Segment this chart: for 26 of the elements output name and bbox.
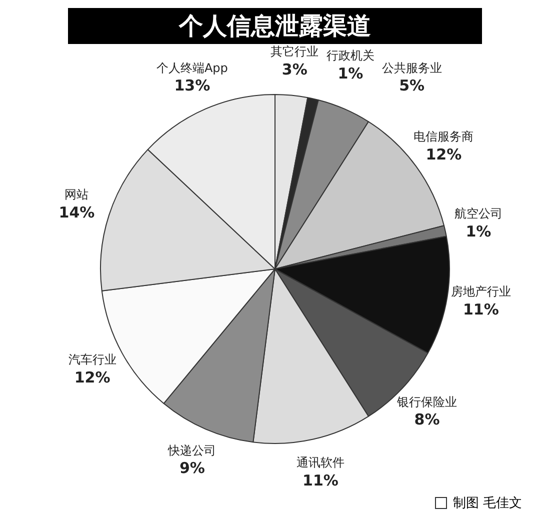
data-label: 13%	[174, 76, 210, 95]
slice-label: 个人终端App	[156, 60, 228, 75]
data-label: 11%	[462, 300, 499, 319]
text: 制图 毛佳文	[452, 495, 522, 512]
slice-label: 航空公司	[454, 206, 502, 221]
data-label: 1%	[338, 64, 364, 82]
slice-label: 公共服务业	[382, 60, 442, 75]
data-label: 8%	[414, 410, 440, 429]
slice-label: 网站	[64, 188, 89, 202]
slice-label: 银行保险业	[396, 394, 457, 409]
slice-label: 电信服务商	[414, 130, 474, 144]
slice-label: 通讯软件	[296, 456, 344, 470]
slice-label: 行政机关	[326, 48, 374, 63]
data-label: 11%	[302, 471, 338, 490]
data-label: 3%	[282, 60, 308, 78]
data-label: 9%	[179, 459, 205, 478]
data-label: 12%	[426, 145, 462, 164]
chart-title: 个人信息泄露渠道	[68, 8, 482, 44]
slice-label: 房地产行业	[450, 284, 511, 299]
data-label: 12%	[74, 368, 110, 386]
slice-label: 其它行业	[270, 44, 319, 59]
slice-label: 快递公司	[167, 443, 216, 458]
data-label: 1%	[466, 222, 492, 240]
slice-label: 汽车行业	[68, 352, 116, 367]
data-label: 14%	[58, 203, 95, 222]
data-label: 5%	[399, 76, 425, 95]
